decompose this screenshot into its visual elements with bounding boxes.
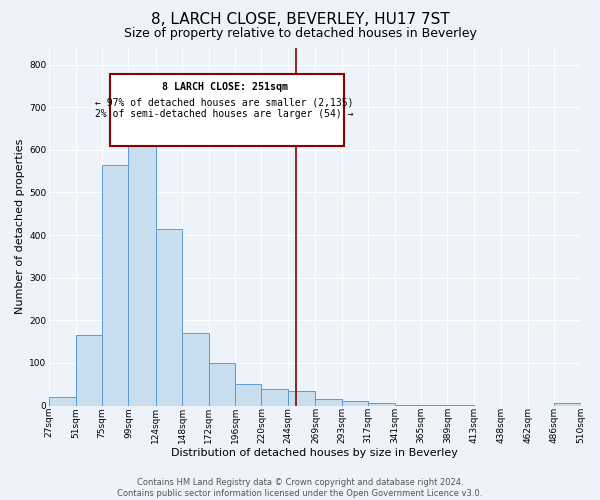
Bar [342,402,368,406]
Text: 8 LARCH CLOSE: 251sqm: 8 LARCH CLOSE: 251sqm [161,82,287,92]
Bar [49,397,76,406]
Bar [102,164,128,406]
FancyBboxPatch shape [110,74,344,146]
Text: Contains HM Land Registry data © Crown copyright and database right 2024.
Contai: Contains HM Land Registry data © Crown c… [118,478,482,498]
Text: 8, LARCH CLOSE, BEVERLEY, HU17 7ST: 8, LARCH CLOSE, BEVERLEY, HU17 7ST [151,12,449,28]
Bar [288,390,316,406]
Bar [76,335,102,406]
Bar [262,388,288,406]
Y-axis label: Number of detached properties: Number of detached properties [15,139,25,314]
Text: ← 97% of detached houses are smaller (2,135)
2% of semi-detached houses are larg: ← 97% of detached houses are smaller (2,… [95,98,354,119]
X-axis label: Distribution of detached houses by size in Beverley: Distribution of detached houses by size … [172,448,458,458]
Bar [235,384,262,406]
Bar [554,404,581,406]
Bar [316,399,342,406]
Bar [128,142,156,406]
Bar [209,363,235,406]
Bar [395,404,421,406]
Bar [156,228,182,406]
Bar [368,404,395,406]
Bar [182,333,209,406]
Text: Size of property relative to detached houses in Beverley: Size of property relative to detached ho… [124,28,476,40]
